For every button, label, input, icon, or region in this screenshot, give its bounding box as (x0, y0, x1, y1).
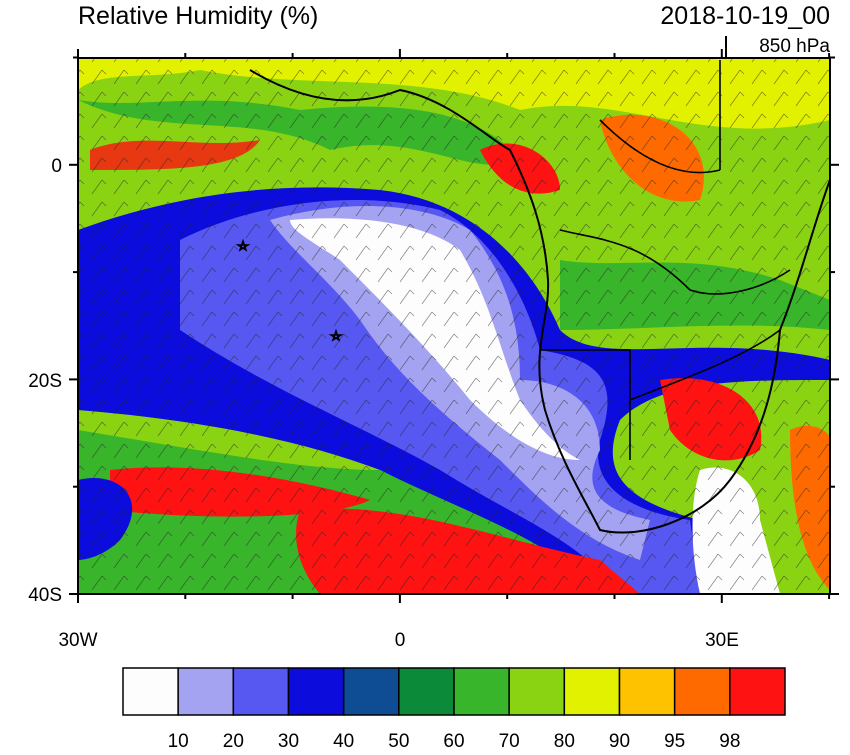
colorbar-box (453, 667, 510, 716)
colorbar-label: 30 (278, 731, 299, 750)
colorbar-label: 60 (443, 731, 464, 750)
colorbar-box (673, 667, 731, 716)
colorbar-label: 20 (223, 731, 244, 750)
colorbar: 10 20 30 40 50 60 70 80 90 95 98 (122, 667, 786, 752)
level: 850 hPa (759, 36, 830, 57)
y-tick-label: 40S (28, 585, 62, 606)
colorbar-box (398, 667, 455, 716)
colorbar-label: 70 (499, 731, 520, 750)
map-frame (77, 57, 831, 595)
colorbar-box (177, 667, 235, 716)
colorbar-box (618, 667, 676, 716)
x-tick-label: 30W (58, 630, 97, 651)
colorbar-label: 80 (554, 731, 575, 750)
colorbar-box (232, 667, 290, 716)
humidity-field (78, 58, 830, 594)
y-tick-label: 20S (28, 371, 62, 392)
colorbar-label: 90 (609, 731, 630, 750)
colorbar-box (563, 667, 621, 716)
colorbar-box (122, 667, 179, 716)
x-tick-label: 0 (395, 630, 406, 651)
colorbar-label: 10 (168, 731, 189, 750)
date: 2018-10-19_00 (660, 2, 830, 30)
map-ticks: 0 20S 40S 30W 0 30E (28, 49, 839, 651)
y-tick-label: 0 (51, 156, 62, 177)
colorbar-label: 40 (333, 731, 354, 750)
colorbar-box (729, 667, 786, 716)
colorbar-label: 98 (719, 731, 740, 750)
colorbar-box (342, 667, 400, 716)
title: Relative Humidity (%) (78, 2, 318, 30)
colorbar-box (287, 667, 345, 716)
colorbar-label: 95 (664, 731, 685, 750)
colorbar-label: 50 (388, 731, 409, 750)
colorbar-box (508, 667, 566, 716)
x-tick-label: 30E (705, 630, 739, 651)
